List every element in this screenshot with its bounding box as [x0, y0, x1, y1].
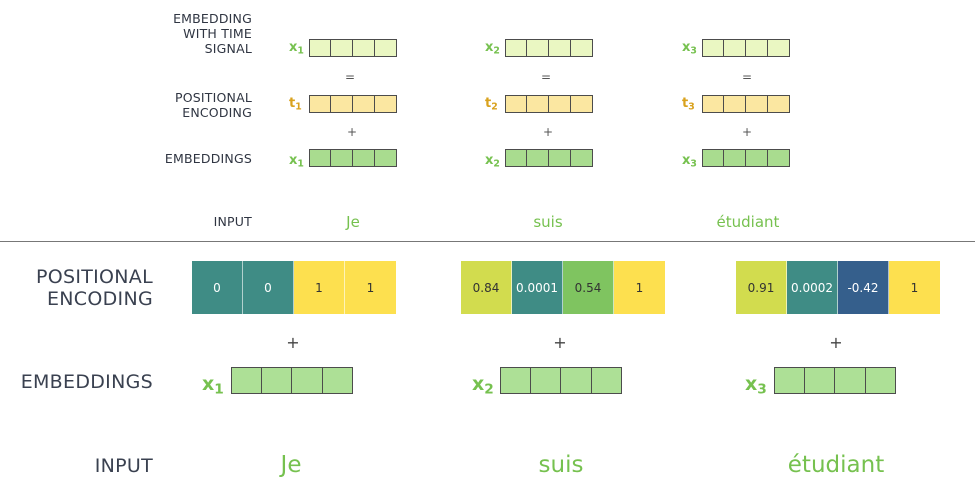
pe-cell: 1 — [345, 261, 396, 314]
pe-cell: 0 — [192, 261, 243, 314]
pe-cell: 1 — [294, 261, 345, 314]
positional-encoding-vector-1: 0 0 1 1 — [192, 261, 396, 314]
pe-cell: 1 — [614, 261, 665, 314]
input-word-etudiant-small: étudiant — [716, 213, 780, 231]
var-x2-signal: x2 — [485, 40, 500, 57]
var-t1: t1 — [289, 96, 302, 113]
var-t3: t3 — [682, 96, 695, 113]
plus-sign-small-2: + — [542, 125, 554, 139]
equals-sign-1: = — [344, 70, 356, 84]
input-word-je-large: Je — [280, 452, 302, 478]
label-positional-encoding-small: POSITIONAL ENCODING — [174, 90, 252, 120]
label-embedding-with-time-signal: EMBEDDING WITH TIME SIGNAL — [173, 11, 252, 56]
vector-time-signal-3 — [702, 39, 790, 57]
var-x3-embed-small: x3 — [682, 153, 697, 170]
pe-cell: 0.84 — [461, 261, 512, 314]
vector-positional-1 — [309, 95, 397, 113]
vector-embedding-small-1 — [309, 149, 397, 167]
label-embeddings-large: EMBEDDINGS — [20, 371, 153, 393]
positional-encoding-vector-3: 0.91 0.0002 -0.42 1 — [736, 261, 940, 314]
vector-embedding-large-1 — [231, 367, 353, 394]
equals-sign-3: = — [741, 70, 753, 84]
label-input-large: INPUT — [94, 455, 153, 477]
pe-cell: 0.0001 — [512, 261, 563, 314]
vector-time-signal-2 — [505, 39, 593, 57]
var-x2-large: x2 — [472, 373, 494, 398]
pe-cell: 1 — [889, 261, 940, 314]
input-word-etudiant-large: étudiant — [787, 452, 885, 478]
plus-sign-large-1: + — [286, 333, 300, 352]
plus-sign-small-3: + — [741, 125, 753, 139]
var-t2: t2 — [485, 96, 498, 113]
plus-sign-small-1: + — [346, 125, 358, 139]
pe-cell: 0 — [243, 261, 294, 314]
pe-cell: 0.54 — [563, 261, 614, 314]
input-word-suis-small: suis — [533, 213, 563, 231]
section-divider — [0, 241, 975, 242]
var-x1-signal: x1 — [289, 40, 304, 57]
label-input-small: INPUT — [213, 214, 252, 229]
vector-time-signal-1 — [309, 39, 397, 57]
vector-positional-2 — [505, 95, 593, 113]
var-x2-embed-small: x2 — [485, 153, 500, 170]
pe-cell: 0.0002 — [787, 261, 838, 314]
pe-cell: -0.42 — [838, 261, 889, 314]
equals-sign-2: = — [540, 70, 552, 84]
var-x3-signal: x3 — [682, 40, 697, 57]
vector-embedding-small-2 — [505, 149, 593, 167]
plus-sign-large-2: + — [553, 333, 567, 352]
plus-sign-large-3: + — [829, 333, 843, 352]
vector-positional-3 — [702, 95, 790, 113]
var-x3-large: x3 — [745, 373, 767, 398]
positional-encoding-vector-2: 0.84 0.0001 0.54 1 — [461, 261, 665, 314]
var-x1-embed-small: x1 — [289, 153, 304, 170]
input-word-suis-large: suis — [538, 452, 584, 478]
input-word-je-small: Je — [346, 213, 360, 231]
vector-embedding-large-2 — [500, 367, 622, 394]
var-x1-large: x1 — [202, 373, 224, 398]
label-embeddings-small: EMBEDDINGS — [164, 151, 252, 166]
label-positional-encoding-large: POSITIONAL ENCODING — [35, 266, 153, 310]
vector-embedding-large-3 — [774, 367, 896, 394]
pe-cell: 0.91 — [736, 261, 787, 314]
vector-embedding-small-3 — [702, 149, 790, 167]
